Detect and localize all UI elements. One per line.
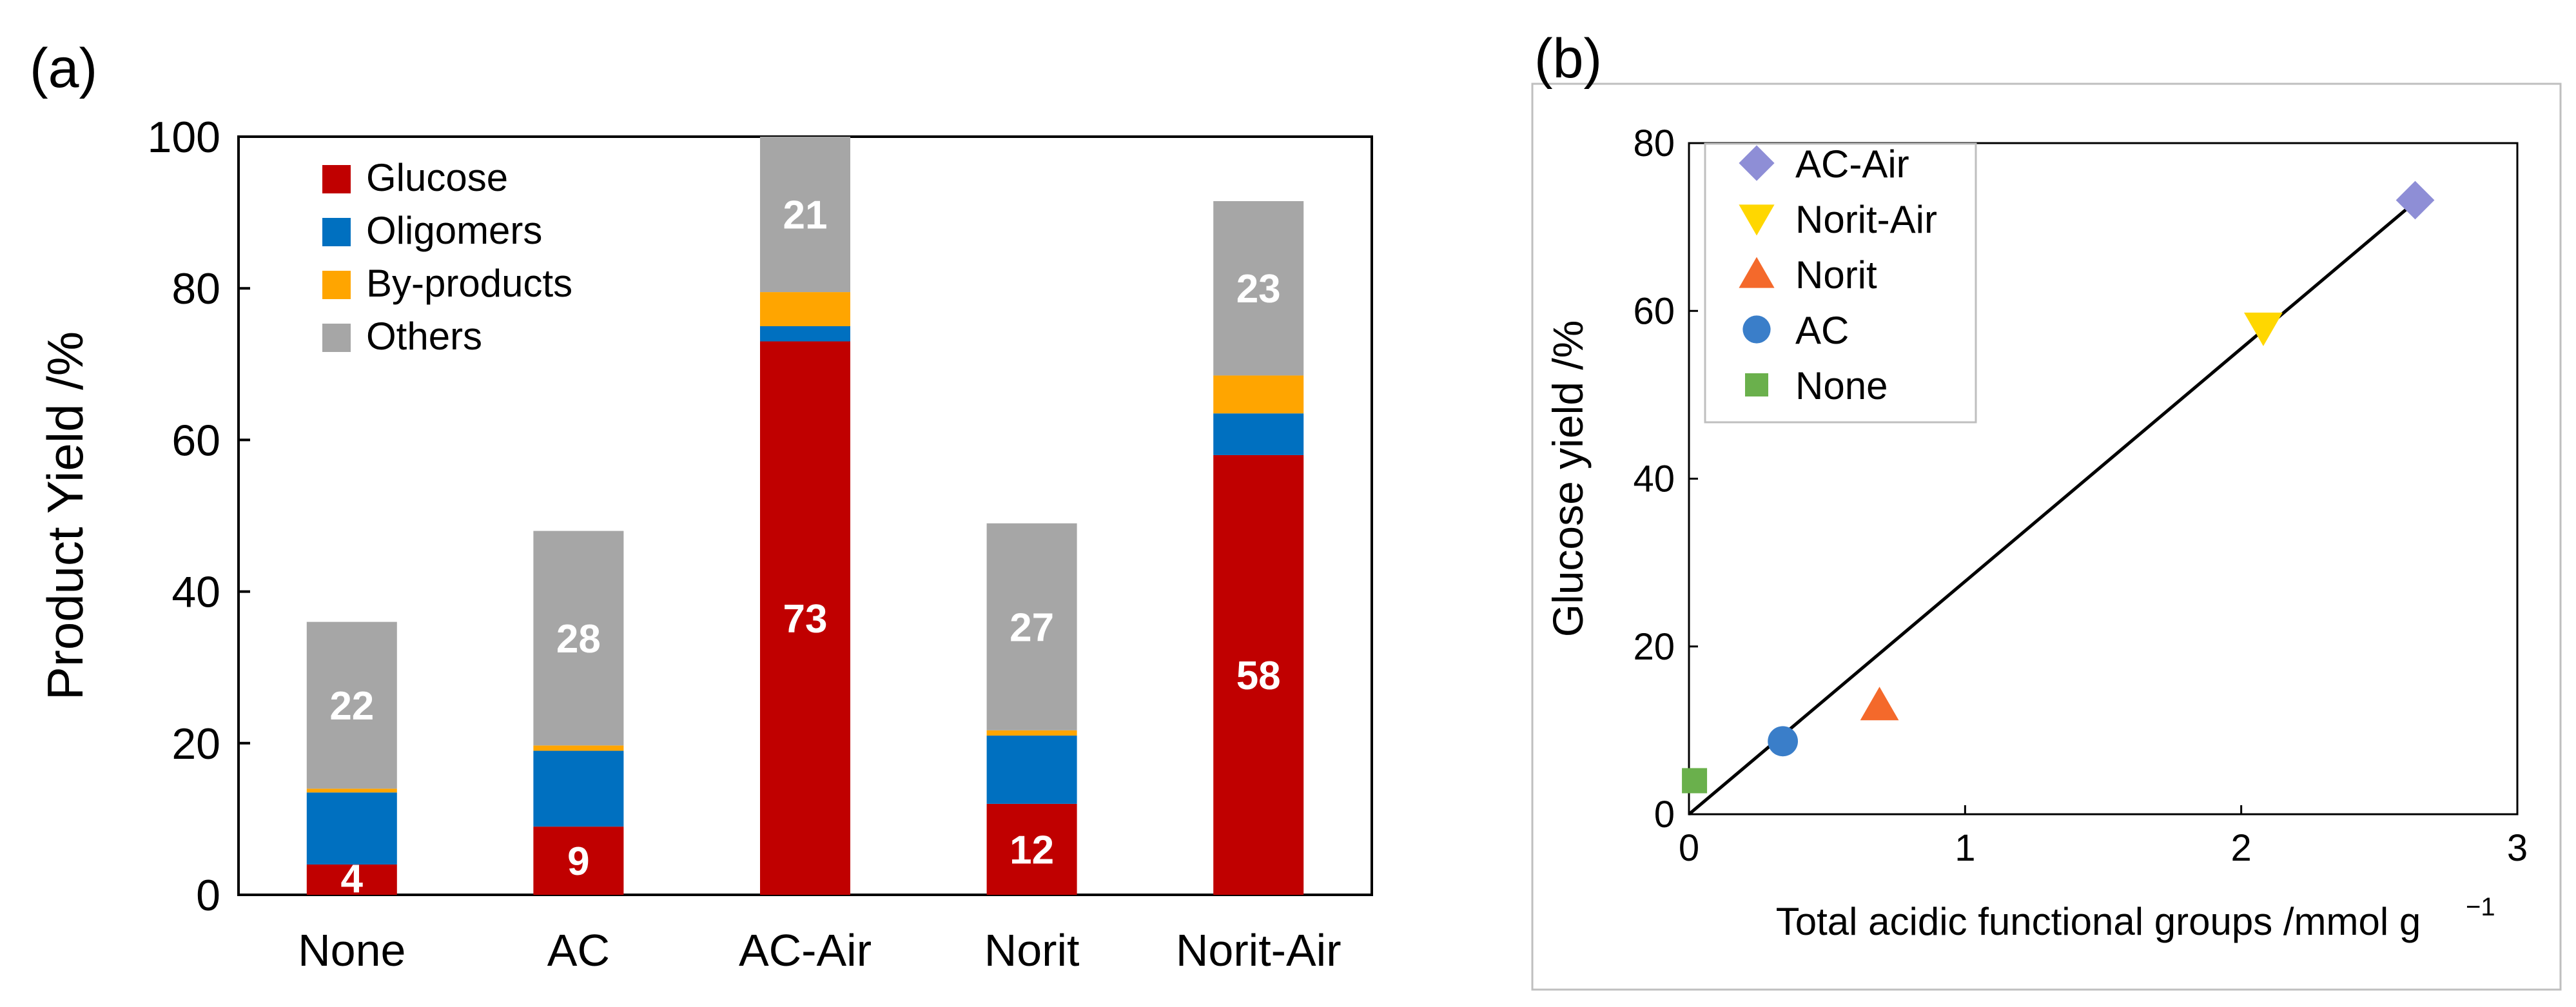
- bar-segment-glucose: [1213, 455, 1304, 895]
- y-tick-label: 40: [1633, 458, 1675, 500]
- bar-segment-glucose: [760, 341, 850, 895]
- bar-segment-glucose: [986, 803, 1077, 895]
- bar-segment-others: [533, 531, 624, 746]
- x-tick-label: 2: [2231, 827, 2252, 869]
- legend-label: Norit: [1795, 253, 1877, 297]
- legend-swatch: [322, 324, 351, 352]
- x-category-label: Norit: [984, 925, 1080, 975]
- bar-segment-by-products: [986, 730, 1077, 736]
- y-tick-label: 80: [1633, 122, 1675, 164]
- panel-b-border: [1531, 83, 2562, 991]
- legend-label: By-products: [366, 262, 572, 305]
- scatter-point-norit-air: [2244, 312, 2283, 346]
- bar-data-label: 28: [556, 617, 601, 661]
- y-tick-label: 60: [1633, 290, 1675, 332]
- bar-segment-oligomers: [986, 736, 1077, 804]
- legend-label: None: [1795, 364, 1888, 407]
- y-tick-label: 0: [196, 871, 220, 920]
- x-category-label: AC: [547, 925, 610, 975]
- bar-segment-by-products: [533, 745, 624, 751]
- x-axis-title-superscript: −1: [2466, 893, 2495, 921]
- bar-segment-by-products: [760, 292, 850, 326]
- y-tick-label: 20: [171, 719, 220, 768]
- scatter-point-ac: [1768, 726, 1799, 757]
- panel-b-label: (b): [1534, 28, 1602, 90]
- bar-segment-by-products: [306, 788, 397, 793]
- x-category-label: None: [298, 925, 405, 975]
- x-tick-label: 3: [2507, 827, 2528, 869]
- bar-segment-glucose: [533, 826, 624, 895]
- bar-segment-by-products: [1213, 375, 1304, 414]
- legend-label: AC: [1795, 309, 1849, 352]
- legend-marker: [1745, 373, 1768, 396]
- bar-data-label: 12: [1010, 828, 1054, 872]
- legend-marker: [1739, 204, 1775, 236]
- y-axis-title: Product Yield /%: [37, 331, 93, 700]
- x-axis-title: Total acidic functional groups /mmol g: [1776, 900, 2421, 943]
- bar-data-label: 21: [783, 193, 828, 238]
- bar-data-label: 22: [329, 684, 374, 728]
- legend-marker: [1742, 315, 1771, 344]
- linear-fit-line: [1688, 200, 2417, 816]
- scatter-point-ac-air: [2395, 181, 2435, 220]
- legend-label: AC-Air: [1795, 142, 1909, 186]
- legend-label: Glucose: [366, 156, 508, 199]
- y-tick-label: 20: [1633, 626, 1675, 668]
- y-tick-label: 40: [171, 568, 220, 617]
- bar-data-label: 73: [783, 597, 828, 641]
- legend-swatch: [322, 271, 351, 299]
- bar-segment-others: [306, 621, 397, 789]
- bar-segment-oligomers: [760, 326, 850, 342]
- bar-segment-glucose: [306, 864, 397, 895]
- bar-data-label: 23: [1236, 267, 1281, 311]
- bar-segment-others: [1213, 200, 1304, 376]
- legend-label: Others: [366, 315, 482, 358]
- bar-segment-others: [760, 137, 850, 293]
- y-tick-label: 0: [1654, 794, 1675, 836]
- legend-swatch: [322, 165, 351, 193]
- y-tick-label: 80: [171, 264, 220, 313]
- legend-marker: [1739, 257, 1775, 288]
- panel-a-label: (a): [30, 37, 97, 99]
- x-tick-label: 1: [1955, 827, 1975, 869]
- bar-segment-oligomers: [306, 792, 397, 865]
- panel-b-scatter-chart: (b) 0 20 40 60 80 0 1 2 3 Total acidic functional…: [1531, 28, 2562, 991]
- x-tick-label: 0: [1679, 827, 1699, 869]
- x-category-label: Norit-Air: [1176, 925, 1342, 975]
- scatter-point-none: [1682, 768, 1708, 794]
- bar-data-label: 27: [1010, 605, 1054, 650]
- legend-swatch: [322, 218, 351, 246]
- x-category-label: AC-Air: [739, 925, 872, 975]
- y-tick-label: 60: [171, 416, 220, 465]
- legend-marker: [1739, 145, 1775, 181]
- scatter-point-norit: [1860, 687, 1899, 721]
- y-axis-title: Glucose yield /%: [1544, 320, 1592, 638]
- bar-data-label: 58: [1236, 654, 1281, 698]
- y-tick-label: 100: [148, 113, 220, 162]
- legend-label: Norit-Air: [1795, 198, 1937, 241]
- bar-segment-oligomers: [1213, 413, 1304, 455]
- legend-label: Oligomers: [366, 209, 542, 252]
- bar-segment-oligomers: [533, 750, 624, 827]
- bar-segment-others: [986, 523, 1077, 730]
- bar-data-label: 9: [567, 839, 589, 884]
